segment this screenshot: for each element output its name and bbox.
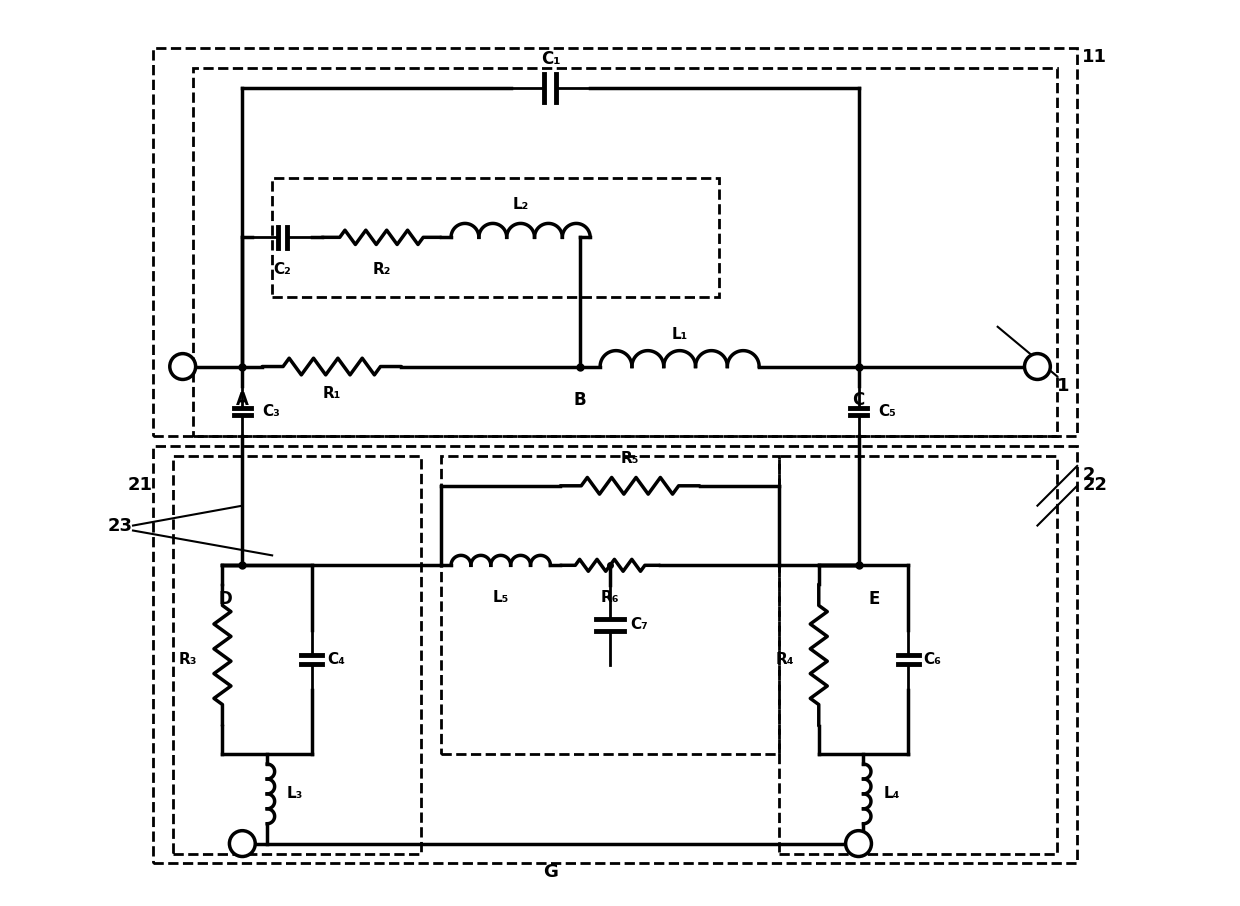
Text: A: A [236, 391, 249, 410]
Text: 22: 22 [1083, 476, 1107, 494]
Circle shape [229, 831, 255, 856]
Text: 21: 21 [128, 476, 153, 494]
Text: L₅: L₅ [492, 590, 508, 605]
Text: C₂: C₂ [273, 262, 291, 277]
Text: E: E [868, 590, 880, 608]
Text: R₃: R₃ [179, 652, 197, 667]
Text: L₂: L₂ [512, 198, 528, 213]
Text: L₃: L₃ [286, 786, 304, 802]
Text: 23: 23 [108, 516, 133, 535]
Text: C: C [852, 391, 864, 410]
Text: L₄: L₄ [883, 786, 900, 802]
Text: C₇: C₇ [630, 618, 647, 632]
Text: C₅: C₅ [878, 404, 897, 419]
Text: C₆: C₆ [923, 652, 941, 667]
Text: C₃: C₃ [262, 404, 280, 419]
Text: L₁: L₁ [672, 327, 688, 342]
Text: G: G [543, 863, 558, 882]
Bar [272, 178, 719, 297]
Circle shape [170, 353, 196, 380]
Text: R₄: R₄ [775, 652, 794, 667]
Bar [172, 456, 422, 853]
Bar [153, 446, 1078, 863]
Text: R₆: R₆ [601, 590, 619, 605]
Bar [441, 456, 779, 754]
Text: 1: 1 [1058, 378, 1070, 395]
Text: C₄: C₄ [327, 652, 345, 667]
Text: D: D [218, 590, 232, 608]
Text: 2: 2 [1083, 466, 1095, 484]
Bar [192, 68, 1058, 436]
Text: 11: 11 [1083, 49, 1107, 66]
Text: R₂: R₂ [372, 262, 391, 277]
Text: B: B [574, 391, 587, 410]
Bar [779, 456, 1058, 853]
Text: C₁: C₁ [541, 51, 560, 68]
Circle shape [1024, 353, 1050, 380]
Circle shape [846, 831, 872, 856]
Text: R₅: R₅ [621, 451, 639, 466]
Text: R₁: R₁ [322, 387, 341, 401]
Bar [153, 49, 1078, 436]
